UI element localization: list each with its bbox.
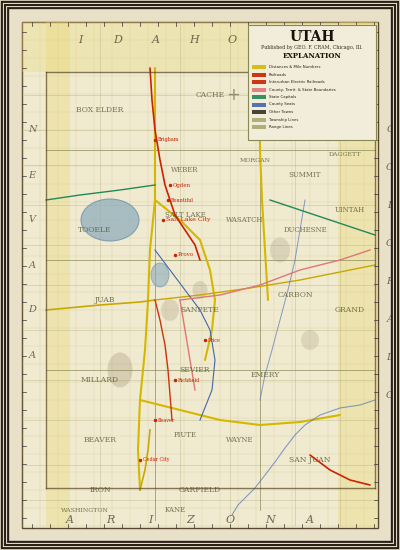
Text: Bountiful: Bountiful [171,197,194,202]
Text: PIUTE: PIUTE [174,431,196,439]
Text: IRON: IRON [89,486,111,494]
Text: L: L [387,201,393,211]
Text: UINTAH: UINTAH [335,206,365,214]
Text: Railroads: Railroads [269,73,287,76]
Text: Range Lines: Range Lines [269,125,293,129]
Bar [248,25,376,140]
Text: JUAB: JUAB [95,296,115,304]
Text: GARFIELD: GARFIELD [179,486,221,494]
Text: O: O [386,239,394,249]
Bar [252,95,266,99]
Text: E: E [28,170,36,179]
Text: Price: Price [208,338,221,343]
Text: SEVIER: SEVIER [180,366,210,374]
Text: RICH: RICH [300,101,320,109]
Text: O: O [386,163,394,173]
Bar [252,125,266,129]
Text: Ogden: Ogden [173,183,191,188]
Text: EXPLANATION: EXPLANATION [283,52,341,60]
Text: D: D [28,305,36,315]
Bar [46,22,70,528]
Text: +: + [226,86,240,104]
Text: I: I [78,35,82,45]
Text: DAGGETT: DAGGETT [329,152,361,157]
Text: A: A [28,261,36,270]
Text: C: C [386,125,394,135]
Text: County, Territ. & State Boundaries: County, Territ. & State Boundaries [269,87,336,91]
Text: Provo: Provo [178,252,194,257]
Bar [252,102,266,107]
Text: GRAND: GRAND [335,306,365,314]
Text: BOX ELDER: BOX ELDER [76,106,124,114]
Text: Richfield: Richfield [178,377,200,382]
Text: D: D [386,354,394,362]
Ellipse shape [270,238,290,262]
Text: Cedar City: Cedar City [143,458,170,463]
Text: Interurban Electric Railroads: Interurban Electric Railroads [269,80,325,84]
Text: WASHINGTON: WASHINGTON [61,508,109,513]
Text: D: D [114,35,122,45]
Text: WEBER: WEBER [171,166,199,174]
Text: UTAH: UTAH [289,30,335,44]
Ellipse shape [108,353,132,388]
Text: DUCHESNE: DUCHESNE [283,226,327,234]
Bar [252,65,266,69]
Text: Township Lines: Township Lines [269,118,298,122]
Text: I: I [148,515,152,525]
Bar [22,22,378,528]
Bar [22,22,378,72]
Text: O: O [386,392,394,400]
Bar [338,22,378,528]
Text: Distances & Mile Numbers: Distances & Mile Numbers [269,65,320,69]
Ellipse shape [81,199,139,241]
Text: O: O [228,35,236,45]
Text: MORGAN: MORGAN [240,157,270,162]
Text: A: A [66,515,74,525]
Text: H: H [189,35,199,45]
Bar [252,110,266,114]
Text: County Seats: County Seats [269,102,295,107]
Text: Brigham: Brigham [158,138,179,142]
Bar [252,80,266,84]
Text: Salt Lake City: Salt Lake City [166,217,210,223]
Text: A: A [152,35,160,45]
Text: SAN JUAN: SAN JUAN [289,456,331,464]
Bar [252,87,266,91]
Text: EMERY: EMERY [250,371,280,379]
Ellipse shape [301,330,319,350]
Text: CACHE: CACHE [196,91,224,99]
Text: V: V [28,216,36,224]
Text: Z: Z [186,515,194,525]
Text: R: R [386,278,394,287]
Text: Published by GEO. F. CRAM, Chicago, Ill.: Published by GEO. F. CRAM, Chicago, Ill. [261,45,363,50]
Bar [252,118,266,122]
Text: Other Towns: Other Towns [269,110,293,114]
Text: TOOELE: TOOELE [78,226,112,234]
Bar [252,73,266,76]
Text: A: A [306,515,314,525]
Text: WAYNE: WAYNE [226,436,254,444]
Text: A: A [386,316,394,324]
Ellipse shape [151,263,169,287]
Text: MILLARD: MILLARD [81,376,119,384]
Text: N: N [265,515,275,525]
Text: SANPETE: SANPETE [181,306,219,314]
Text: CARBON: CARBON [277,291,313,299]
Text: Beaver: Beaver [158,417,175,422]
Ellipse shape [192,281,208,299]
Text: BEAVER: BEAVER [84,436,116,444]
Text: WASATCH: WASATCH [226,216,264,224]
Text: A: A [28,350,36,360]
Text: R: R [106,515,114,525]
Text: State Capitals: State Capitals [269,95,296,99]
Ellipse shape [161,299,179,321]
Text: SUMMIT: SUMMIT [289,171,321,179]
Text: N: N [28,125,36,135]
Text: KANE: KANE [164,506,186,514]
Text: O: O [226,515,234,525]
Text: SALT LAKE: SALT LAKE [165,211,205,219]
